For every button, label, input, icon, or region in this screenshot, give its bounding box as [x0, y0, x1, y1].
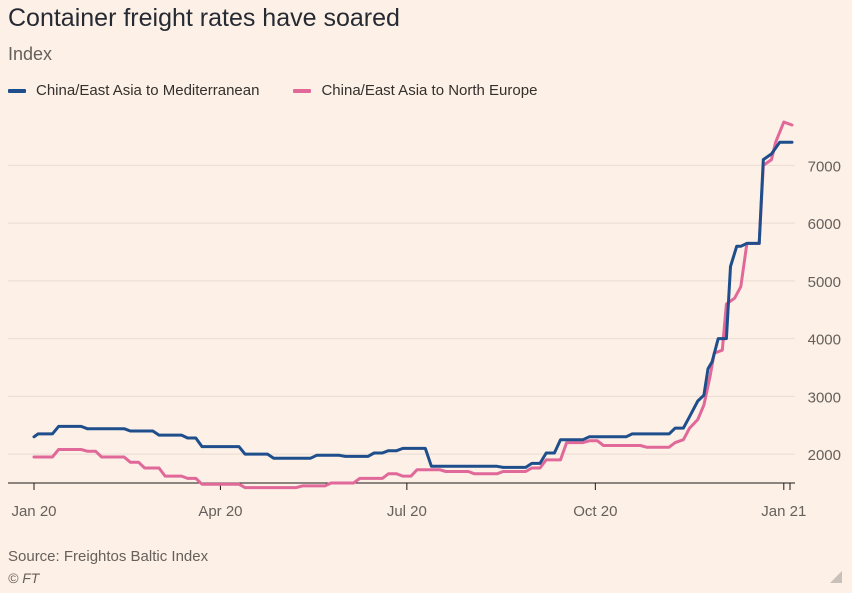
y-tick-label-3000: 3000 [808, 389, 841, 406]
legend-swatch-north-europe [293, 88, 312, 93]
copyright-note: © FT [8, 570, 40, 586]
x-tick-label-1: Apr 20 [198, 503, 242, 520]
y-tick-label-4000: 4000 [808, 332, 841, 349]
legend-label-mediterranean: China/East Asia to Mediterranean [36, 82, 260, 99]
y-tick-label-5000: 5000 [808, 274, 841, 291]
chart-subtitle: Index [8, 44, 53, 64]
x-tick-label-4: Jan 21 [761, 503, 806, 520]
legend-swatch-mediterranean [8, 88, 26, 93]
x-tick-label-3: Oct 20 [573, 503, 617, 520]
x-tick-label-0: Jan 20 [11, 503, 56, 520]
resize-handle[interactable] [830, 571, 842, 583]
y-tick-label-2000: 2000 [808, 447, 841, 464]
y-tick-label-7000: 7000 [808, 158, 841, 175]
chart-title: Container freight rates have soared [8, 4, 400, 32]
series-line-north-europe [32, 120, 794, 490]
legend-item-mediterranean: China/East Asia to Mediterranean [8, 82, 259, 99]
series-line-mediterranean [32, 140, 794, 469]
legend-label-north-europe: China/East Asia to North Europe [321, 82, 538, 99]
source-note: Source: Freightos Baltic Index [8, 548, 209, 565]
x-tick-label-2: Jul 20 [387, 503, 427, 520]
legend-item-north-europe: China/East Asia to North Europe [293, 82, 537, 99]
chart-legend: China/East Asia to Mediterranean China/E… [8, 82, 571, 99]
y-tick-label-6000: 6000 [808, 216, 841, 233]
